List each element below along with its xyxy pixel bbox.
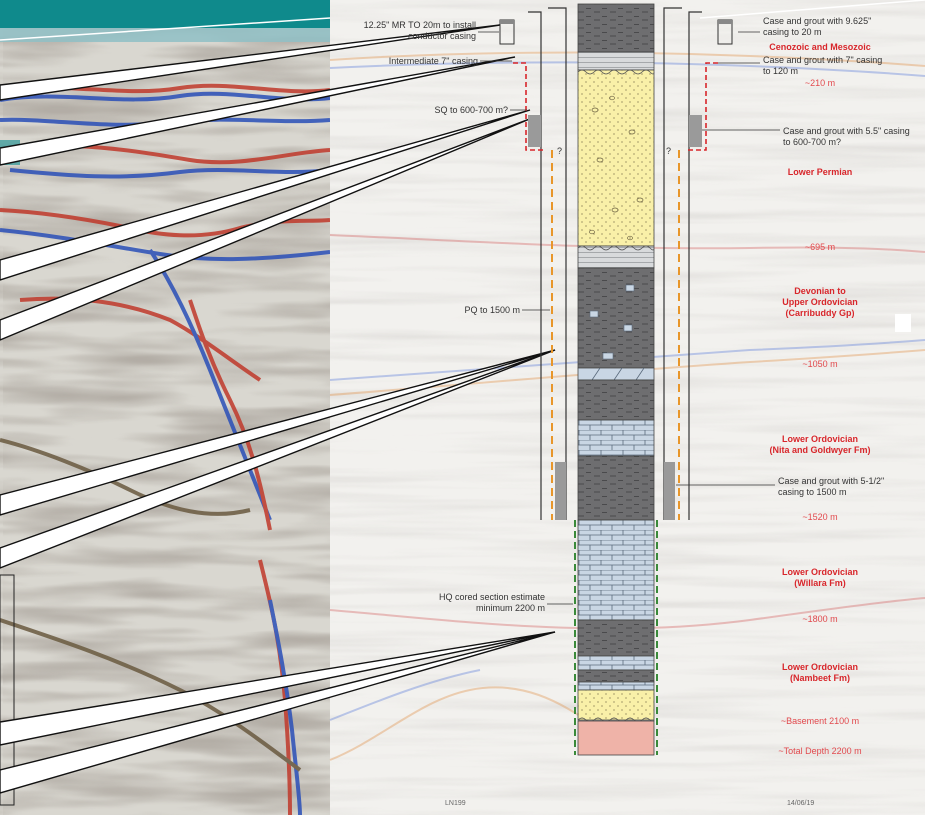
intermediate-casing-label: Intermediate 7" casing: [389, 56, 478, 66]
litho-shale-nambeet-2: [577, 669, 655, 683]
formation-lower-permian: Lower Permian: [788, 167, 853, 177]
wedge-sq-2: [0, 117, 533, 341]
pq-grout-left: [555, 462, 566, 520]
pq-label: PQ to 1500 m: [464, 305, 520, 315]
wedge-conductor: [0, 24, 501, 101]
sandstone-clasts: [589, 95, 644, 241]
litho-basement: [577, 720, 655, 756]
formation-nita-l2: (Nita and Goldwyer Fm): [769, 445, 870, 455]
litho-shale-lower-1: [577, 379, 655, 421]
depth-1050: ~1050 m: [802, 359, 837, 369]
formation-willara-l2: (Willara Fm): [794, 578, 845, 588]
case-9625-l1: Case and grout with 9.625": [763, 16, 871, 26]
case-55-l1: Case and grout with 5.5" casing: [783, 126, 910, 136]
litho-sandstone-basal: [577, 689, 655, 721]
sq-grout-right: [689, 115, 702, 147]
left-labels: 12.25" MR TO 20m to install conductor ca…: [364, 20, 671, 613]
litho-limestone-nambeet-2: [577, 681, 655, 691]
wedge-hq-lower: [0, 631, 556, 794]
wedge-sq: [0, 109, 531, 281]
depth-1520: ~1520 m: [802, 512, 837, 522]
litho-limestone-nita: [577, 419, 655, 457]
casing-schematic-right: [663, 7, 733, 520]
formation-nita-l1: Lower Ordovician: [782, 434, 858, 444]
litho-limestone-willara: [577, 519, 655, 621]
case-512-l1: Case and grout with 5-1/2": [778, 476, 884, 486]
case-7-l2: to 120 m: [763, 66, 798, 76]
formation-willara-l1: Lower Ordovician: [782, 567, 858, 577]
litho-shale-carribuddy: [577, 267, 655, 369]
question-mark-left: ?: [557, 146, 562, 156]
sq-label: SQ to 600-700 m?: [434, 105, 508, 115]
sq-grout-left: [528, 115, 541, 147]
hq-label-l2: minimum 2200 m: [476, 603, 545, 613]
litho-sandstone-permian: [577, 69, 655, 247]
intermediate-casing-right: [686, 62, 718, 151]
litho-shale-nambeet: [577, 619, 655, 657]
footer-labels: LN199 14/06/19: [445, 800, 814, 807]
litho-silt-top: [577, 51, 655, 71]
litho-limestone-nambeet: [577, 655, 655, 671]
callout-wedges: [0, 24, 556, 794]
depth-695: ~695 m: [805, 242, 835, 252]
litho-shale-top: [577, 3, 655, 53]
unconformity-base: [577, 245, 655, 251]
right-labels: Case and grout with 9.625" casing to 20 …: [763, 16, 910, 497]
lithology-column: [577, 3, 655, 756]
depth-labels: ~210 m ~695 m ~1050 m ~1520 m ~1800 m ~B…: [778, 78, 861, 756]
question-mark-right: ?: [666, 146, 671, 156]
hq-cored-bracket: [574, 520, 658, 755]
wedge-pq-lower: [0, 349, 556, 569]
litho-silt-mid: [577, 245, 655, 269]
conductor-label-l2: conductor casing: [408, 31, 476, 41]
unconformity-top: [577, 69, 655, 75]
case-55-l2: to 600-700 m?: [783, 137, 841, 147]
case-7-l1: Case and grout with 7" casing: [763, 55, 882, 65]
formation-nambeet-l2: (Nambeet Fm): [790, 673, 850, 683]
formation-devonian-l3: (Carribuddy Gp): [786, 308, 855, 318]
formation-devonian-l2: Upper Ordovician: [782, 297, 858, 307]
formation-labels: Cenozoic and Mesozoic Lower Permian Devo…: [769, 42, 871, 683]
anhydrite-nodules: [589, 284, 635, 360]
pq-grout-right: [664, 462, 675, 520]
figure-date: 14/06/19: [787, 800, 814, 807]
formation-cenozoic: Cenozoic and Mesozoic: [769, 42, 871, 52]
wedge-hq-upper: [0, 631, 556, 746]
depth-basement: ~Basement 2100 m: [781, 716, 859, 726]
formation-devonian-l1: Devonian to: [794, 286, 846, 296]
wedge-intermediate: [0, 56, 516, 166]
wedge-pq-upper: [0, 349, 556, 516]
hq-label-l1: HQ cored section estimate: [439, 592, 545, 602]
conductor-label-l1: 12.25" MR TO 20m to install: [364, 20, 476, 30]
depth-210: ~210 m: [805, 78, 835, 88]
line-id: LN199: [445, 800, 466, 807]
depth-total: ~Total Depth 2200 m: [778, 746, 861, 756]
formation-nambeet-l1: Lower Ordovician: [782, 662, 858, 672]
case-512-l2: casing to 1500 m: [778, 487, 847, 497]
litho-shale-goldwyer: [577, 455, 655, 521]
depth-1800: ~1800 m: [802, 614, 837, 624]
case-9625-l2: casing to 20 m: [763, 27, 822, 37]
casing-schematic-left: [499, 7, 567, 520]
intermediate-casing-left: [513, 62, 545, 151]
leader-lines: [478, 31, 780, 605]
